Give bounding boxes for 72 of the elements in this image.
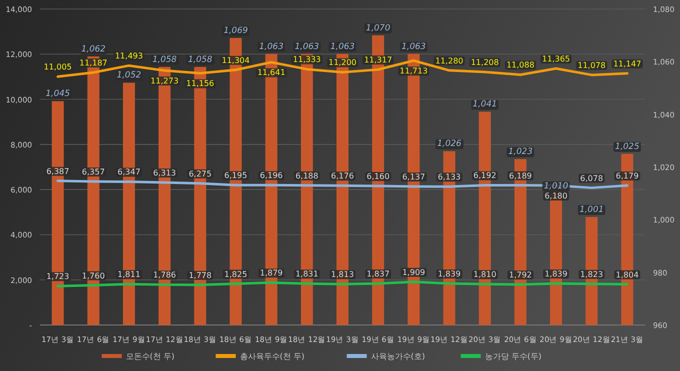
legend-label: 농가당 두수(두) [484,352,542,361]
data-label: 1,045 [46,89,70,100]
data-label: 11,200 [328,58,356,68]
data-label: 6,133 [438,172,461,182]
data-label: 11,280 [435,56,464,66]
legend-label: 총사육두수(천 두) [240,352,305,361]
data-label: 1,062 [81,44,106,54]
data-label: 1,825 [224,270,248,279]
data-label: 1,010 [544,181,568,192]
data-label: 1,026 [437,139,462,150]
legend-label: 사육농가수(호) [370,352,425,361]
data-label: 1,063 [330,42,355,52]
data-label: 1,070 [366,23,390,34]
data-label: 1,069 [224,26,248,36]
data-label: 1,804 [616,270,639,280]
data-label: 6,179 [616,172,639,181]
data-label: 1,063 [402,42,426,52]
data-label: 6,192 [473,171,496,180]
data-label: 1,063 [259,42,284,52]
data-label: 1,052 [116,70,142,81]
data-label: 11,304 [222,56,250,65]
data-label: 1,025 [615,142,640,152]
data-label: 11,187 [79,58,108,68]
data-label: 1,811 [118,270,140,280]
data-label: 6,137 [402,172,426,182]
data-label: 6,313 [153,168,176,178]
data-label: 6,275 [188,169,212,178]
data-label: 1,058 [152,54,177,65]
data-label: 11,333 [292,55,321,64]
legend-label: 모돈수(천 두) [126,352,175,361]
data-label: 1,792 [509,270,532,280]
data-label: 11,208 [470,58,499,68]
data-label: 1,810 [473,270,496,280]
data-label: 11,156 [186,79,214,88]
data-label: 1,023 [508,147,533,158]
data-label: 11,365 [542,54,570,64]
data-label: 1,786 [153,270,176,280]
data-label: 1,839 [544,270,568,278]
data-label: 1,001 [579,205,604,216]
data-label: 1,837 [366,270,390,279]
data-label: 6,195 [224,171,248,180]
data-label: 1,879 [260,268,283,278]
data-label: 6,180 [544,192,568,200]
data-label: 11,317 [364,56,392,65]
data-label: 6,188 [295,171,318,180]
data-label: 6,176 [331,172,354,181]
data-label: 11,273 [150,76,179,86]
data-label: 6,347 [118,168,140,177]
data-label: 1,778 [188,270,212,280]
data-label: 1,813 [331,270,354,280]
data-label: 6,078 [580,174,604,183]
data-label: 1,909 [402,268,426,277]
data-label: 11,713 [400,66,428,76]
data-label: 6,387 [46,166,70,176]
data-label: 11,005 [44,62,72,72]
data-label: 6,160 [366,172,390,181]
data-label: 6,189 [509,171,532,180]
data-label: 1,723 [46,272,70,282]
data-label: 1,041 [472,100,498,110]
data-label: 1,839 [438,270,461,278]
data-label: 11,493 [114,52,143,61]
data-label: 11,078 [578,60,606,70]
data-label: 11,641 [257,68,286,78]
data-label: 1,823 [580,270,604,279]
data-label: 6,196 [260,171,283,180]
data-label: 1,063 [294,42,320,52]
data-label: 6,357 [82,168,105,177]
data-label: 1,831 [295,270,318,279]
data-label: 11,147 [613,59,642,68]
data-label: 11,088 [506,60,534,70]
data-label: 1,058 [188,54,212,65]
data-label: 1,760 [82,271,105,280]
